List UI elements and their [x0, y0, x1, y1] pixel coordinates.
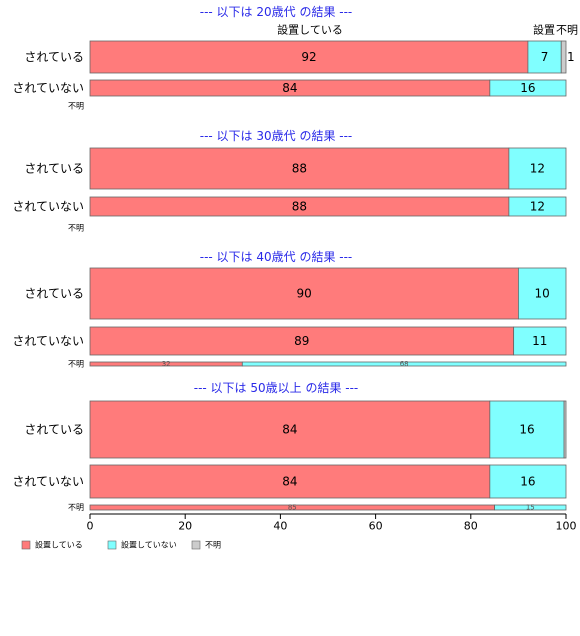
- row-label: されている: [24, 287, 84, 301]
- data-label: 89: [294, 334, 309, 348]
- x-tick-label: 60: [369, 520, 383, 533]
- row-label: 不明: [68, 224, 84, 233]
- bar-segment: [89, 400, 491, 459]
- legend-label: 不明: [205, 541, 221, 550]
- bar-segment: [241, 361, 567, 367]
- bar-segment: [560, 40, 567, 74]
- data-label: 1: [567, 50, 575, 64]
- data-label: 12: [530, 200, 545, 214]
- data-label: 16: [519, 423, 534, 437]
- panel-title: --- 以下は 30歳代 の結果 ---: [200, 129, 353, 143]
- bar-segment: [563, 400, 567, 459]
- row-label: 不明: [68, 102, 84, 111]
- data-label: 84: [282, 81, 297, 95]
- data-label: 16: [520, 475, 535, 489]
- row-label: されていない: [12, 81, 84, 95]
- data-label: 12: [530, 162, 545, 176]
- bar-segment: [508, 196, 567, 217]
- bar-segment: [89, 267, 519, 320]
- row-label: されている: [24, 50, 84, 64]
- data-label: 68: [400, 360, 409, 368]
- row-label: 不明: [68, 503, 84, 512]
- legend-swatch: [191, 540, 201, 550]
- bar-segment: [489, 79, 567, 97]
- data-label: 15: [526, 504, 535, 512]
- bar-segment: [513, 326, 567, 356]
- bar-segment: [527, 40, 562, 74]
- panel-title: --- 以下は 50歳以上 の結果 ---: [194, 381, 359, 395]
- row-label: 不明: [68, 360, 84, 369]
- x-tick-label: 20: [178, 520, 192, 533]
- data-label: 90: [297, 287, 312, 301]
- row-label: されていない: [12, 475, 84, 489]
- row-label: されていない: [12, 200, 84, 214]
- x-tick-label: 40: [273, 520, 287, 533]
- panel-title: --- 以下は 20歳代 の結果 ---: [200, 5, 353, 19]
- x-tick-label: 100: [556, 520, 577, 533]
- header-label-not-installed: 設置: [533, 23, 555, 37]
- data-label: 88: [292, 162, 307, 176]
- row-label: されている: [24, 162, 84, 176]
- data-label: 11: [532, 334, 547, 348]
- data-label: 84: [282, 423, 297, 437]
- data-label: 7: [541, 50, 549, 64]
- data-label: 10: [535, 287, 550, 301]
- legend-swatch: [107, 540, 117, 550]
- data-label: 32: [162, 360, 171, 368]
- data-label: 85: [288, 504, 297, 512]
- row-label: されていない: [12, 334, 84, 348]
- data-label: 16: [520, 81, 535, 95]
- legend-label: 設置している: [35, 540, 83, 550]
- bar-segment: [508, 147, 567, 190]
- bar-segment: [494, 504, 567, 511]
- data-label: 84: [282, 475, 297, 489]
- data-label: 92: [301, 50, 316, 64]
- bar-segment: [489, 400, 565, 459]
- legend-label: 設置していない: [121, 540, 177, 550]
- x-tick-label: 80: [464, 520, 478, 533]
- bar-segment: [89, 464, 491, 499]
- x-tick-label: 0: [87, 520, 94, 533]
- panel-title: --- 以下は 40歳代 の結果 ---: [200, 250, 353, 264]
- bar-segment: [89, 326, 515, 356]
- bar-segment: [489, 464, 567, 499]
- bar-segment: [89, 40, 529, 74]
- header-label-installed: 設置している: [277, 23, 343, 37]
- header-label-unknown: 不明: [556, 24, 578, 37]
- bar-segment: [518, 267, 567, 320]
- data-label: 88: [292, 200, 307, 214]
- row-label: されている: [24, 423, 84, 437]
- legend-swatch: [21, 540, 31, 550]
